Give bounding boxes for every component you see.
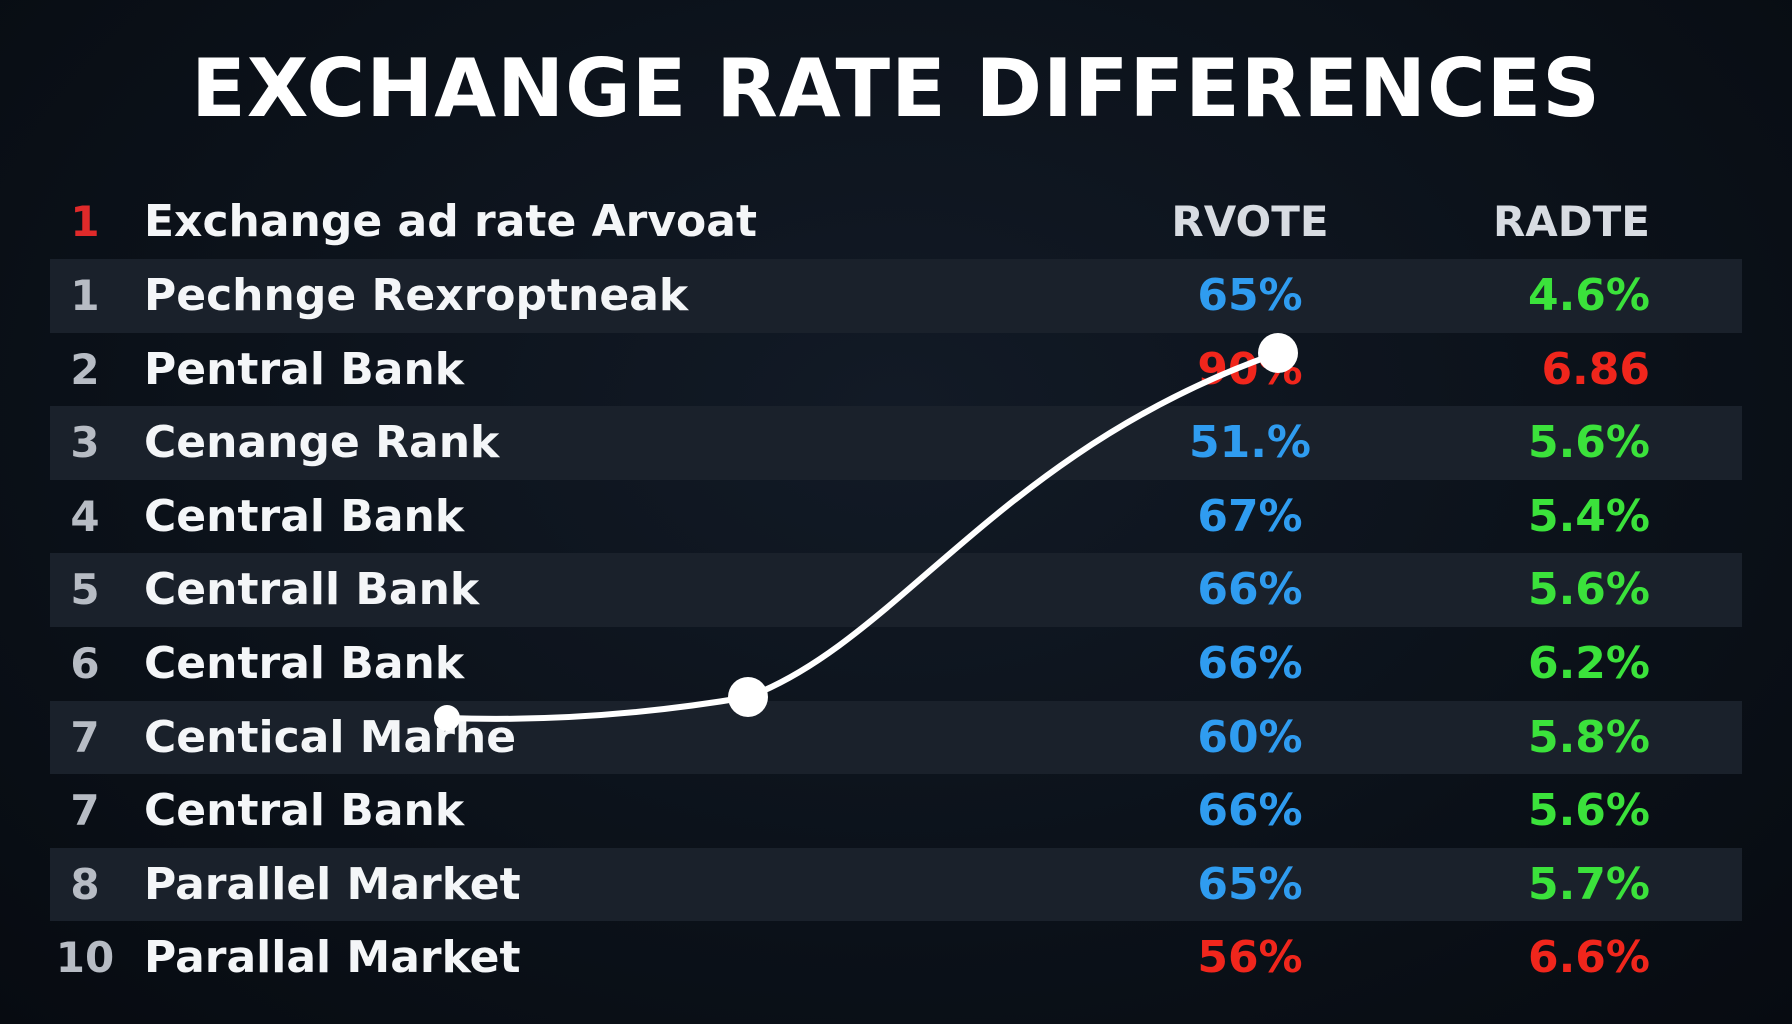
row-name: Centrall Bank (144, 564, 480, 616)
row-value-2: 5.6% (1527, 785, 1650, 837)
table-row: 7 Central Bank 66% 5.6% (50, 774, 1742, 848)
header-number: 1 (70, 197, 100, 246)
trend-marker-mid (728, 677, 768, 717)
row-number: 5 (70, 565, 100, 615)
row-value-2: 5.6% (1527, 564, 1650, 616)
row-value-2: 5.8% (1527, 711, 1650, 763)
table-row: 6 Central Bank 66% 6.2% (50, 627, 1742, 701)
row-name: Central Bank (144, 490, 465, 542)
row-value-2: 6.6% (1527, 932, 1650, 984)
row-name: Pechnge Rexroptneak (144, 270, 689, 321)
table-row: 3 Cenange Rank 51.% 5.6% (50, 406, 1742, 480)
row-value-1: 56% (1197, 932, 1303, 984)
row-value-2: 4.6% (1527, 270, 1650, 321)
row-value-1: 65% (1197, 858, 1303, 910)
row-value-1: 67% (1197, 490, 1303, 542)
row-value-1: 66% (1197, 564, 1303, 616)
row-value-2: 6.2% (1527, 637, 1650, 689)
row-number: 6 (70, 638, 100, 688)
table-row: 7 Centical Marhe 60% 5.8% (50, 700, 1742, 775)
table-row: 1 Pechnge Rexroptneak 65% 4.6% (50, 259, 1742, 333)
row-name: Cenange Rank (144, 417, 500, 469)
row-number: 2 (70, 344, 100, 394)
row-value-2: 5.4% (1527, 490, 1650, 542)
row-number: 7 (70, 786, 100, 836)
row-value-2: 5.7% (1527, 858, 1650, 910)
row-value-1: 51.% (1188, 417, 1312, 469)
header-col1: RVOTE (1171, 197, 1329, 246)
row-number: 7 (70, 712, 100, 762)
row-number: 3 (70, 418, 100, 468)
row-value-1: 66% (1197, 637, 1303, 689)
row-name: Parallal Market (144, 932, 521, 984)
trend-line (444, 350, 1281, 722)
row-number: 8 (70, 859, 100, 909)
table-row: 10 Parallal Market 56% 6.6% (50, 921, 1742, 995)
row-number: 4 (70, 491, 100, 541)
table-row: 8 Parallel Market 65% 5.7% (50, 847, 1742, 922)
row-name: Central Bank (144, 637, 465, 689)
row-value-1: 66% (1197, 785, 1303, 837)
row-value-2: 6.86 (1541, 343, 1650, 395)
table-row: 5 Centrall Bank 66% 5.6% (50, 553, 1742, 627)
row-name: Parallel Market (144, 858, 521, 910)
row-name: Central Bank (144, 785, 465, 837)
row-value-2: 5.6% (1527, 417, 1650, 469)
row-value-1: 65% (1197, 270, 1303, 321)
table-header: 1 Exchange ad rate Arvoat RVOTE RADTE (50, 185, 1742, 259)
table-row: 2 Pentral Bank 90% 6.86 (50, 333, 1742, 407)
table-row: 4 Central Bank 67% 5.4% (50, 480, 1742, 554)
trend-marker-start (434, 705, 460, 731)
page-title: EXCHANGE RATE DIFFERENCES (191, 42, 1601, 135)
row-name: Pentral Bank (144, 343, 465, 395)
row-number: 1 (70, 271, 100, 320)
header-name: Exchange ad rate Arvoat (144, 196, 757, 247)
row-value-1: 60% (1197, 711, 1303, 763)
header-col2: RADTE (1492, 197, 1650, 246)
trend-marker-end (1258, 333, 1298, 373)
row-number: 10 (55, 933, 115, 983)
